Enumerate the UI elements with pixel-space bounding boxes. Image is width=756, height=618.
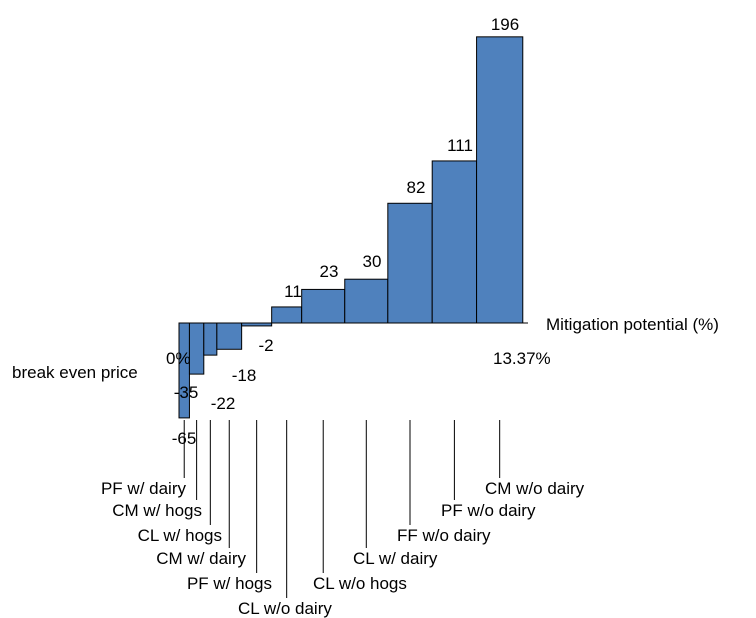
bar (271, 306, 303, 324)
bar-value-label: 11 (284, 282, 302, 301)
bar (178, 322, 190, 419)
x-end-tick-label: 13.37% (493, 349, 551, 368)
bar (301, 288, 346, 324)
y-axis-label: break even price (12, 363, 138, 382)
bar-value-label: 111 (447, 136, 473, 155)
bar (216, 322, 243, 350)
x-start-tick-label: 0% (166, 349, 191, 368)
category-label: CL w/o dairy (238, 599, 332, 618)
category-label: PF w/ dairy (101, 479, 187, 498)
category-label: PF w/ hogs (187, 574, 272, 593)
bar-value-label: -18 (232, 366, 257, 385)
x-axis-label: Mitigation potential (%) (546, 315, 719, 334)
category-label: CM w/o dairy (485, 479, 585, 498)
bar-value-label: -2 (258, 336, 273, 355)
leader-lines-group (183, 420, 501, 598)
bars-group (178, 36, 524, 419)
bar (188, 322, 205, 375)
bar-value-label: -35 (174, 383, 199, 402)
bar (203, 322, 218, 356)
bar-value-label: 82 (407, 178, 426, 197)
bar (344, 278, 389, 324)
category-label: CL w/o hogs (313, 574, 407, 593)
bar (387, 202, 433, 324)
category-label: CM w/ dairy (156, 549, 246, 568)
bar-value-label: 23 (320, 262, 339, 281)
category-label: CL w/ dairy (353, 549, 438, 568)
bar (476, 36, 524, 324)
category-label: PF w/o dairy (441, 501, 536, 520)
bar-value-label: -22 (211, 394, 236, 413)
bar-value-label: 30 (363, 252, 382, 271)
category-label: FF w/o dairy (397, 526, 491, 545)
category-label: CM w/ hogs (112, 501, 202, 520)
bar (431, 160, 478, 324)
bar-value-label: 196 (491, 15, 519, 34)
category-label: CL w/ hogs (138, 526, 222, 545)
category-labels-group: PF w/ dairy CM w/ hogs CL w/ hogs CM w/ dai… (101, 479, 585, 618)
